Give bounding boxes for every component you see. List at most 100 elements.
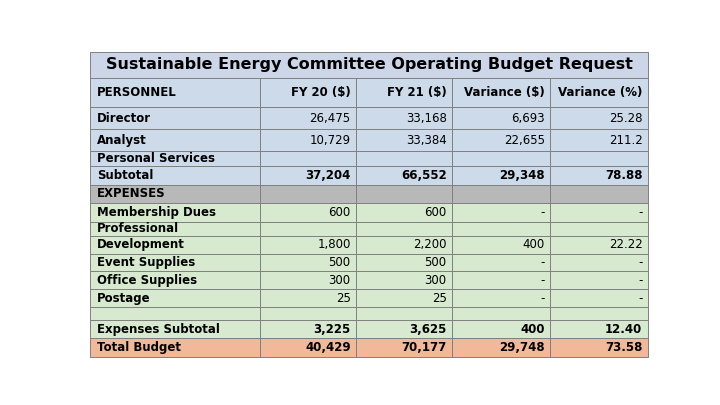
Bar	[260, 77, 356, 107]
Bar	[550, 107, 648, 129]
Bar	[452, 166, 550, 185]
Bar	[90, 338, 260, 357]
Bar	[356, 185, 452, 202]
Bar	[550, 289, 648, 307]
Bar	[90, 107, 260, 129]
Text: Sustainable Energy Committee Operating Budget Request: Sustainable Energy Committee Operating B…	[106, 58, 632, 72]
Text: 600: 600	[424, 206, 446, 219]
Text: EXPENSES: EXPENSES	[97, 187, 166, 200]
Bar	[356, 107, 452, 129]
Text: 12.40: 12.40	[606, 323, 642, 336]
Text: Total Budget: Total Budget	[97, 341, 181, 354]
Bar	[452, 289, 550, 307]
Text: 29,748: 29,748	[499, 341, 545, 354]
Bar	[452, 307, 550, 320]
Bar	[550, 151, 648, 166]
Bar	[90, 52, 648, 77]
Bar	[356, 320, 452, 338]
Text: 73.58: 73.58	[605, 341, 642, 354]
Bar	[356, 236, 452, 254]
Text: FY 21 ($): FY 21 ($)	[387, 86, 446, 99]
Bar	[260, 151, 356, 166]
Text: 33,384: 33,384	[406, 134, 446, 147]
Bar	[90, 307, 260, 320]
Text: 1,800: 1,800	[318, 238, 351, 251]
Bar	[550, 338, 648, 357]
Bar	[550, 166, 648, 185]
Text: 500: 500	[328, 256, 351, 269]
Text: 3,225: 3,225	[313, 323, 351, 336]
Text: Professional: Professional	[97, 222, 179, 235]
Text: 400: 400	[523, 238, 545, 251]
Bar	[90, 222, 260, 236]
Text: 22.22: 22.22	[608, 238, 642, 251]
Bar	[356, 338, 452, 357]
Text: Variance (%): Variance (%)	[558, 86, 642, 99]
Text: Personal Services: Personal Services	[97, 152, 215, 165]
Bar	[550, 202, 648, 222]
Bar	[550, 129, 648, 151]
Bar	[356, 202, 452, 222]
Bar	[452, 202, 550, 222]
Text: 22,655: 22,655	[504, 134, 545, 147]
Text: -: -	[638, 256, 642, 269]
Text: 25: 25	[336, 292, 351, 305]
Bar	[452, 185, 550, 202]
Bar	[90, 129, 260, 151]
Bar	[260, 236, 356, 254]
Bar	[90, 77, 260, 107]
Text: 37,204: 37,204	[305, 169, 351, 182]
Bar	[356, 129, 452, 151]
Text: 26,475: 26,475	[310, 111, 351, 124]
Bar	[550, 254, 648, 271]
Bar	[90, 289, 260, 307]
Bar	[550, 320, 648, 338]
Text: 25.28: 25.28	[609, 111, 642, 124]
Text: -: -	[541, 256, 545, 269]
Text: 600: 600	[328, 206, 351, 219]
Bar	[260, 289, 356, 307]
Text: 2,200: 2,200	[413, 238, 446, 251]
Text: -: -	[638, 292, 642, 305]
Text: 500: 500	[424, 256, 446, 269]
Bar	[260, 166, 356, 185]
Text: 300: 300	[328, 274, 351, 287]
Text: 211.2: 211.2	[608, 134, 642, 147]
Bar	[260, 338, 356, 357]
Text: 6,693: 6,693	[511, 111, 545, 124]
Text: -: -	[541, 292, 545, 305]
Text: 66,552: 66,552	[401, 169, 446, 182]
Bar	[260, 129, 356, 151]
Bar	[260, 202, 356, 222]
Text: -: -	[638, 206, 642, 219]
Bar	[260, 320, 356, 338]
Text: 78.88: 78.88	[605, 169, 642, 182]
Text: Analyst: Analyst	[97, 134, 147, 147]
Bar	[452, 254, 550, 271]
Bar	[356, 151, 452, 166]
Text: -: -	[638, 274, 642, 287]
Text: 25: 25	[432, 292, 446, 305]
Text: Postage: Postage	[97, 292, 151, 305]
Text: Subtotal: Subtotal	[97, 169, 153, 182]
Bar	[260, 222, 356, 236]
Bar	[356, 289, 452, 307]
Text: PERSONNEL: PERSONNEL	[97, 86, 177, 99]
Text: -: -	[541, 274, 545, 287]
Text: Director: Director	[97, 111, 151, 124]
Text: 3,625: 3,625	[409, 323, 446, 336]
Text: 29,348: 29,348	[499, 169, 545, 182]
Bar	[550, 307, 648, 320]
Bar	[356, 77, 452, 107]
Bar	[452, 129, 550, 151]
Bar	[550, 185, 648, 202]
Text: Event Supplies: Event Supplies	[97, 256, 196, 269]
Bar	[550, 236, 648, 254]
Bar	[452, 107, 550, 129]
Text: 300: 300	[424, 274, 446, 287]
Bar	[452, 77, 550, 107]
Text: -: -	[541, 206, 545, 219]
Bar	[550, 271, 648, 289]
Bar	[90, 151, 260, 166]
Text: Membership Dues: Membership Dues	[97, 206, 216, 219]
